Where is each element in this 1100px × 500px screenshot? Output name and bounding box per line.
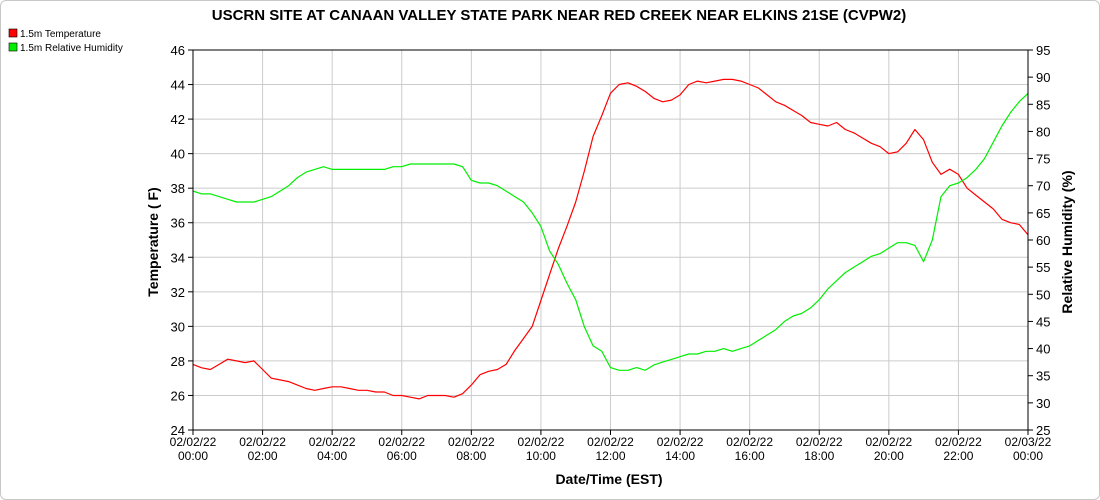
x-tick-date: 02/02/22 [726, 435, 773, 449]
left-tick-label: 30 [171, 319, 185, 334]
right-tick-label: 50 [1036, 287, 1050, 302]
legend-swatch-humidity [8, 42, 18, 52]
left-tick-label: 24 [171, 423, 185, 438]
right-tick-label: 55 [1036, 260, 1050, 275]
x-tick-date: 02/02/22 [796, 435, 843, 449]
x-tick-time: 06:00 [387, 449, 417, 463]
right-tick-label: 35 [1036, 369, 1050, 384]
right-tick-label: 25 [1036, 423, 1050, 438]
legend-swatch-temperature [8, 28, 18, 38]
x-tick-time: 10:00 [526, 449, 556, 463]
x-tick-time: 08:00 [456, 449, 486, 463]
right-tick-label: 85 [1036, 97, 1050, 112]
x-tick-date: 02/02/22 [587, 435, 634, 449]
left-tick-label: 34 [171, 250, 185, 265]
right-tick-label: 65 [1036, 206, 1050, 221]
left-tick-label: 26 [171, 388, 185, 403]
x-tick-time: 14:00 [665, 449, 695, 463]
chart-title: USCRN SITE AT CANAAN VALLEY STATE PARK N… [212, 7, 907, 24]
x-tick-date: 02/02/22 [448, 435, 495, 449]
right-tick-label: 70 [1036, 179, 1050, 194]
legend: 1.5m Temperature 1.5m Relative Humidity [8, 28, 123, 54]
x-tick-time: 12:00 [595, 449, 625, 463]
x-tick-time: 00:00 [1013, 449, 1043, 463]
x-tick-time: 22:00 [943, 449, 973, 463]
humidity-line [192, 92, 1029, 371]
right-tick-label: 60 [1036, 233, 1050, 248]
left-tick-label: 32 [171, 285, 185, 300]
x-tick-time: 04:00 [317, 449, 347, 463]
left-axis-label: Temperature ( F) [145, 187, 161, 296]
x-tick-date: 02/02/22 [935, 435, 982, 449]
left-tick-label: 44 [171, 78, 185, 93]
x-tick-time: 02:00 [248, 449, 278, 463]
left-tick-label: 40 [171, 147, 185, 162]
right-tick-label: 75 [1036, 152, 1050, 167]
x-tick-time: 18:00 [804, 449, 834, 463]
gridlines [192, 49, 1029, 431]
right-axis-ticks: 25 30 35 40 45 50 55 60 65 70 75 80 85 90 95 [1028, 43, 1050, 438]
x-tick-date: 02/02/22 [239, 435, 286, 449]
right-tick-label: 80 [1036, 124, 1050, 139]
legend-label-temperature: 1.5m Temperature [20, 29, 101, 40]
x-tick-date: 02/03/22 [1005, 435, 1052, 449]
x-tick-time: 16:00 [735, 449, 765, 463]
x-axis-ticks: 02/02/2200:0002/02/2202:0002/02/2204:000… [170, 430, 1052, 463]
series-lines [192, 78, 1029, 400]
x-tick-time: 00:00 [178, 449, 208, 463]
right-tick-label: 45 [1036, 314, 1050, 329]
right-axis-label: Relative Humidity (%) [1059, 170, 1075, 313]
x-tick-date: 02/02/22 [378, 435, 425, 449]
left-tick-label: 38 [171, 181, 185, 196]
right-tick-label: 90 [1036, 70, 1050, 85]
left-axis-ticks: 24 26 28 30 32 34 36 38 40 42 44 46 [171, 43, 193, 438]
x-tick-date: 02/02/22 [309, 435, 356, 449]
right-tick-label: 40 [1036, 342, 1050, 357]
x-tick-date: 02/02/22 [170, 435, 217, 449]
x-tick-date: 02/02/22 [865, 435, 912, 449]
x-tick-time: 20:00 [874, 449, 904, 463]
left-tick-label: 36 [171, 216, 185, 231]
temperature-line [192, 78, 1029, 400]
left-tick-label: 28 [171, 354, 185, 369]
x-tick-date: 02/02/22 [657, 435, 704, 449]
legend-label-humidity: 1.5m Relative Humidity [20, 43, 123, 54]
x-tick-date: 02/02/22 [518, 435, 565, 449]
right-tick-label: 30 [1036, 396, 1050, 411]
right-tick-label: 95 [1036, 43, 1050, 58]
x-axis-label: Date/Time (EST) [555, 471, 662, 487]
left-tick-label: 46 [171, 43, 185, 58]
left-tick-label: 42 [171, 112, 185, 127]
